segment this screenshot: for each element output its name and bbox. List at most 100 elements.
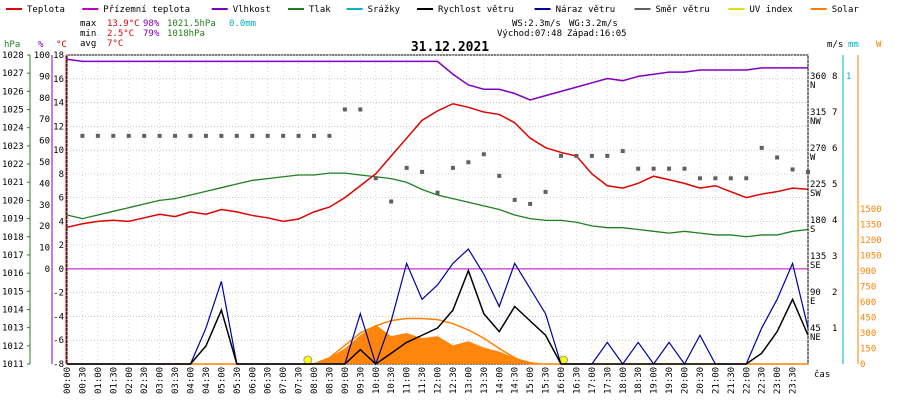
tick-c: 2 — [59, 241, 64, 251]
wind-dir-point — [636, 166, 641, 171]
wind-dir-point — [744, 176, 749, 181]
legend-label: Solar — [832, 5, 860, 15]
tick-c: -4 — [53, 312, 64, 322]
tick-hpa: 1019 — [2, 215, 24, 225]
legend-label: Teplota — [27, 5, 65, 15]
tick-ms: 8 — [832, 72, 837, 82]
wind-dir-point — [80, 133, 85, 138]
stat-max-press: 1021.5hPa — [167, 19, 216, 29]
tick-dir-deg: 135 — [810, 252, 826, 262]
tick-c: -6 — [53, 336, 64, 346]
series-humidity — [66, 58, 808, 101]
tick-x: 22:00 — [742, 367, 752, 394]
tick-w: 900 — [860, 267, 876, 277]
tick-mm: 1 — [846, 72, 851, 82]
tick-w: 600 — [860, 298, 876, 308]
tick-w: 300 — [860, 329, 876, 339]
stat-max-hum: 98% — [143, 19, 160, 29]
axis-unit-c: °C — [56, 40, 67, 50]
tick-hpa: 1013 — [2, 324, 24, 334]
tick-hpa: 1025 — [2, 106, 24, 116]
wind-dir-point — [435, 190, 440, 195]
tick-pct: 0 — [45, 265, 50, 275]
tick-x: 04:30 — [202, 367, 212, 394]
wind-dir-point — [605, 153, 610, 158]
tick-x: 16:00 — [557, 367, 567, 394]
tick-x: 03:30 — [171, 367, 181, 394]
tick-x: 09:30 — [356, 367, 366, 394]
tick-x: 10:00 — [372, 367, 382, 394]
tick-hpa: 1024 — [2, 124, 24, 134]
wind-dir-point — [404, 165, 409, 170]
tick-x: 17:30 — [603, 367, 613, 394]
tick-dir-deg: 270 — [810, 144, 826, 154]
wind-dir-point — [559, 153, 563, 158]
tick-x: 05:00 — [217, 367, 227, 394]
wind-dir-point — [481, 152, 486, 157]
tick-c: -2 — [53, 289, 64, 299]
tick-x: 13:00 — [464, 367, 474, 394]
wind-dir-point — [126, 133, 131, 138]
legend-label: Rychlost větru — [438, 5, 514, 15]
info-sunset: Západ:16:05 — [567, 29, 627, 39]
stat-avg-temp: 7°C — [107, 39, 123, 49]
stat-min-temp: 2.5°C — [107, 29, 134, 39]
tick-hpa: 1027 — [2, 69, 24, 79]
wind-dir-point — [142, 133, 147, 138]
tick-dir-name: NW — [810, 117, 821, 127]
tick-c: 0 — [59, 265, 64, 275]
legend-label: Náraz větru — [556, 5, 616, 15]
legend-label: UV index — [750, 5, 794, 15]
legend-label: Srážky — [368, 5, 401, 15]
tick-x: 08:30 — [325, 367, 335, 394]
tick-x: 16:30 — [572, 367, 582, 394]
tick-c: 14 — [53, 99, 64, 109]
tick-dir-deg: 180 — [810, 216, 826, 226]
tick-w: 750 — [860, 283, 876, 293]
tick-c: 6 — [59, 194, 64, 204]
tick-c: 8 — [59, 170, 64, 180]
axis-unit-w: W — [876, 40, 882, 50]
tick-x: 10:30 — [387, 367, 397, 394]
wind-dir-point — [574, 153, 579, 158]
tick-c: -8 — [53, 360, 64, 370]
tick-x: 18:00 — [619, 367, 629, 394]
tick-w: 0 — [860, 360, 865, 370]
tick-hpa: 1020 — [2, 196, 24, 206]
tick-dir-name: S — [810, 225, 815, 235]
series-pressure — [66, 172, 809, 238]
tick-x: 01:30 — [109, 367, 119, 394]
axis-unit-time: čas — [814, 369, 830, 380]
tick-x: 03:00 — [156, 367, 166, 394]
stat-min-press: 1018hPa — [167, 29, 205, 39]
tick-hpa: 1016 — [2, 269, 24, 279]
tick-x: 06:00 — [248, 367, 258, 394]
tick-ms: 5 — [832, 180, 837, 190]
wind-dir-point — [651, 166, 656, 171]
wind-dir-point — [173, 133, 178, 138]
wind-dir-point — [111, 133, 116, 138]
wind-dir-point — [528, 201, 533, 206]
stat-max-rain: 0.0mm — [229, 19, 256, 29]
tick-x: 04:00 — [187, 367, 197, 394]
tick-ms: 6 — [832, 144, 837, 154]
tick-c: 16 — [53, 75, 64, 85]
wind-dir-point — [219, 133, 224, 138]
tick-c: 18 — [53, 51, 64, 61]
tick-w: 450 — [860, 314, 876, 324]
tick-c: 10 — [53, 146, 64, 156]
tick-x: 02:00 — [125, 367, 135, 394]
sunrise-marker — [303, 355, 313, 365]
wind-dir-point — [358, 107, 363, 112]
tick-x: 02:30 — [140, 367, 150, 394]
tick-x: 13:30 — [480, 367, 490, 394]
tick-w: 1200 — [860, 236, 882, 246]
wind-dir-point — [775, 155, 780, 160]
tick-x: 05:30 — [233, 367, 243, 394]
tick-x: 07:30 — [295, 367, 305, 394]
tick-hpa: 1011 — [2, 360, 24, 370]
wind-dir-point — [466, 160, 471, 165]
tick-dir-deg: 360 — [810, 72, 826, 82]
tick-hpa: 1026 — [2, 87, 24, 97]
